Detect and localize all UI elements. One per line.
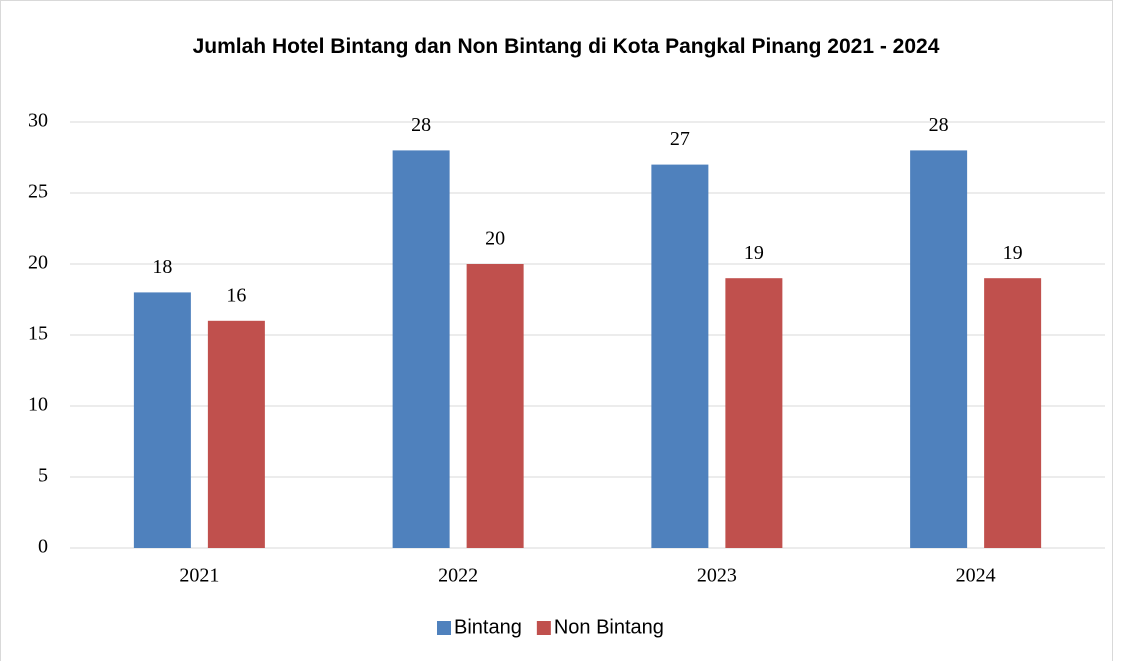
y-tick-label: 5	[38, 465, 48, 487]
bar	[651, 164, 709, 548]
y-tick-label: 10	[28, 394, 48, 416]
data-label: 19	[1003, 242, 1023, 264]
bar	[392, 150, 450, 548]
legend-swatch	[437, 621, 451, 635]
data-label: 28	[929, 114, 949, 136]
legend-label: Non Bintang	[554, 616, 664, 638]
data-label: 19	[744, 242, 764, 264]
x-tick-label: 2021	[179, 565, 219, 587]
bar	[466, 264, 524, 548]
bar	[910, 150, 968, 548]
data-label: 28	[411, 114, 431, 136]
y-tick-label: 30	[28, 110, 48, 132]
bar	[725, 278, 783, 548]
data-label: 18	[152, 256, 172, 278]
data-label: 20	[485, 228, 505, 250]
x-tick-label: 2022	[438, 565, 478, 587]
bar	[133, 292, 191, 548]
legend-label: Bintang	[454, 616, 522, 638]
legend-swatch	[536, 621, 551, 635]
y-tick-label: 25	[28, 181, 48, 203]
y-tick-label: 20	[28, 252, 48, 274]
bar	[207, 320, 265, 548]
data-label: 27	[670, 128, 690, 150]
data-label: 16	[226, 284, 246, 306]
y-tick-label: 0	[38, 536, 48, 558]
y-tick-label: 15	[28, 323, 48, 345]
bar	[984, 278, 1042, 548]
chart-title: Jumlah Hotel Bintang dan Non Bintang di …	[192, 35, 940, 58]
x-tick-label: 2023	[697, 565, 737, 587]
x-tick-label: 2024	[956, 565, 996, 587]
